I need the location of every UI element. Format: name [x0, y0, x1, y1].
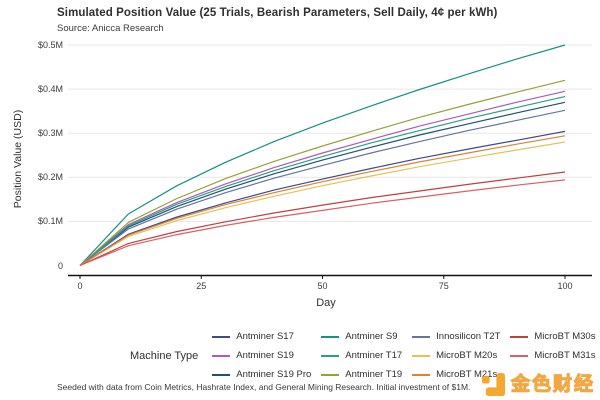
- series-line-antminer-s19: [79, 90, 566, 266]
- legend-entry-microbt-m31s: MicroBT M31s: [510, 346, 595, 365]
- legend-entries: Antminer S17 Antminer S19 Antminer S19 Pro…: [212, 327, 600, 384]
- legend-label: Antminer S17: [236, 331, 294, 342]
- legend-entry-antminer-s19-pro: Antminer S19 Pro: [212, 365, 311, 384]
- x-axis-line: [68, 274, 592, 279]
- series-line-innosilicon-t2t: [79, 109, 566, 266]
- legend-label: MicroBT M31s: [534, 350, 596, 361]
- legend-entry-antminer-t17: Antminer T17: [321, 346, 402, 365]
- series-line-microbt-m30s: [79, 171, 566, 267]
- legend-swatch: [212, 335, 231, 338]
- legend-entry-antminer-s17: Antminer S17: [212, 327, 311, 346]
- y-tick-label: 0: [57, 260, 63, 271]
- legend-swatch: [412, 373, 431, 376]
- legend-swatch: [321, 335, 340, 338]
- legend-label: Antminer S19: [236, 350, 294, 361]
- legend-column: MicroBT M30s MicroBT M31s: [510, 327, 595, 384]
- series-line-antminer-t17: [79, 96, 566, 266]
- series-line-antminer-s19-pro: [79, 101, 566, 266]
- legend-entry-antminer-s9: Antminer S9: [321, 327, 402, 346]
- y-tick-label: $0.3M: [37, 128, 63, 139]
- y-tick-label: $0.2M: [37, 172, 63, 183]
- series-line-microbt-m21s: [79, 135, 566, 267]
- legend-label: MicroBT M21s: [436, 369, 498, 380]
- series-line-antminer-t19: [79, 79, 566, 266]
- series-line-antminer-s9: [79, 44, 566, 266]
- legend-label: Antminer T17: [345, 350, 403, 361]
- chart-subtitle: Source: Anicca Research: [57, 23, 164, 34]
- chart-title: Simulated Position Value (25 Trials, Bea…: [57, 7, 498, 19]
- legend-entry-innosilicon-t2t: Innosilicon T2T: [412, 327, 500, 346]
- y-axis-title: Position Value (USD): [12, 109, 24, 209]
- legend-label: Innosilicon T2T: [436, 331, 501, 342]
- legend: Machine Type Antminer S17 Antminer S19 Ant…: [130, 327, 600, 384]
- series-line-antminer-s17: [79, 130, 566, 267]
- y-tick-label: $0.5M: [37, 40, 63, 50]
- legend-title: Machine Type: [130, 349, 199, 362]
- legend-swatch: [321, 373, 340, 376]
- y-tick-label: $0.1M: [37, 216, 63, 227]
- x-tick-label: 100: [557, 281, 573, 291]
- caption: Seeded with data from Coin Metrics, Hash…: [57, 382, 471, 392]
- x-tick-label: 50: [317, 281, 328, 291]
- legend-label: MicroBT M30s: [534, 331, 596, 342]
- x-tick-label: 0: [77, 281, 83, 291]
- legend-swatch: [510, 335, 529, 338]
- jinse-logo-icon: [481, 372, 506, 397]
- legend-swatch: [321, 354, 340, 357]
- gridlines: [68, 44, 592, 222]
- series-lines: [79, 44, 566, 267]
- legend-entry-microbt-m30s: MicroBT M30s: [510, 327, 595, 346]
- x-axis-title: Day: [316, 297, 336, 309]
- legend-label: Antminer T19: [345, 369, 403, 380]
- legend-swatch: [212, 354, 231, 357]
- legend-entry-microbt-m20s: MicroBT M20s: [412, 346, 500, 365]
- legend-swatch: [412, 335, 431, 338]
- x-tick-label: 25: [196, 281, 207, 291]
- legend-label: Antminer S9: [345, 331, 398, 342]
- legend-swatch: [412, 354, 431, 357]
- legend-swatch: [510, 354, 529, 357]
- legend-column: Antminer S9 Antminer T17 Antminer T19: [321, 327, 402, 384]
- legend-entry-antminer-t19: Antminer T19: [321, 365, 402, 384]
- legend-column: Antminer S17 Antminer S19 Antminer S19 Pro: [212, 327, 311, 384]
- legend-column: Innosilicon T2T MicroBT M20s MicroBT M21s: [412, 327, 500, 384]
- legend-entry-microbt-m21s: MicroBT M21s: [412, 365, 500, 384]
- watermark-text: 金色财经: [510, 374, 595, 395]
- legend-swatch: [212, 373, 231, 376]
- watermark: 金色财经: [481, 372, 595, 397]
- series-line-microbt-m31s: [79, 179, 566, 267]
- legend-entry-antminer-s19: Antminer S19: [212, 346, 311, 365]
- series-line-microbt-m20s: [79, 141, 566, 267]
- y-tick-label: $0.4M: [37, 84, 63, 95]
- x-tick-label: 75: [438, 281, 449, 291]
- legend-label: Antminer S19 Pro: [236, 369, 312, 380]
- legend-label: MicroBT M20s: [436, 350, 498, 361]
